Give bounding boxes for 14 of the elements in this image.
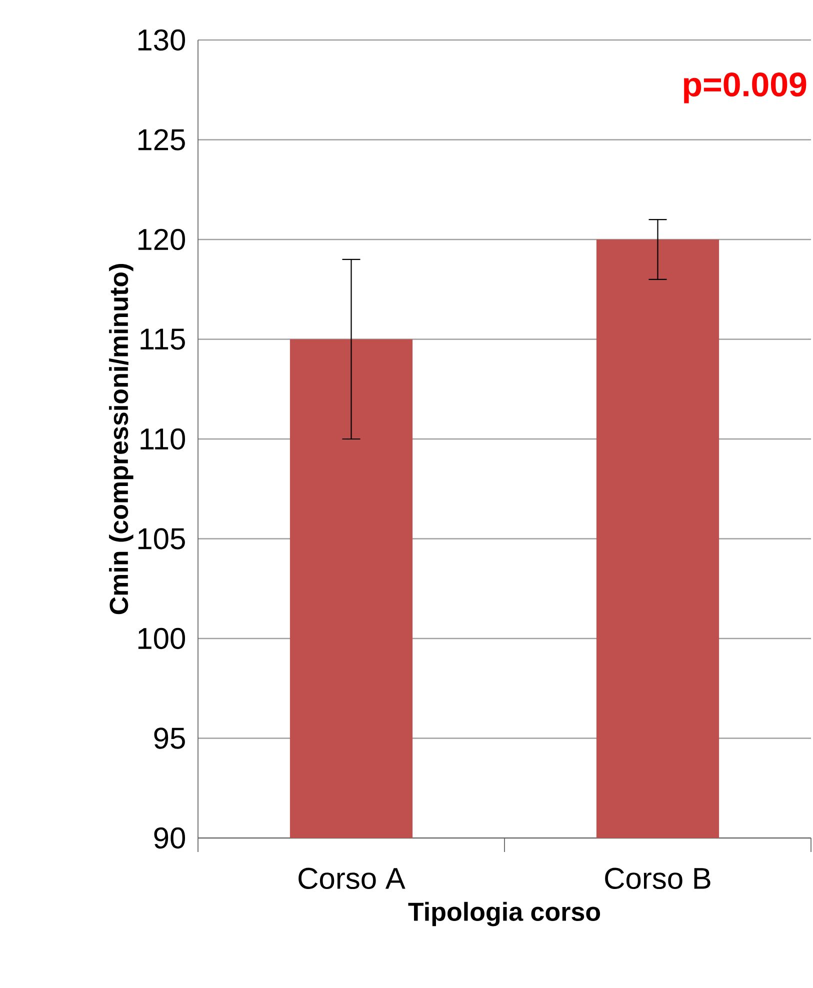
y-tick-label: 105 [138,528,185,550]
y-tick-label: 100 [138,628,186,650]
y-tick-label: 115 [140,328,185,350]
y-tick-label: 120 [138,228,186,250]
y-axis-title: Cmin (compressioni/minuto) [109,264,134,614]
y-tick-label: 90 [154,827,186,849]
y-tick-label: 110 [140,428,186,450]
y-tick-label: 125 [138,129,185,150]
y-tick-label: 95 [154,728,185,749]
x-tick-label: Corso B [605,868,710,890]
annotation: p=0.009 [684,72,806,104]
y-tick-label: 130 [138,29,186,51]
x-axis-title: Tipologia corso [408,902,600,926]
x-tick-label: Corso A [298,868,406,890]
